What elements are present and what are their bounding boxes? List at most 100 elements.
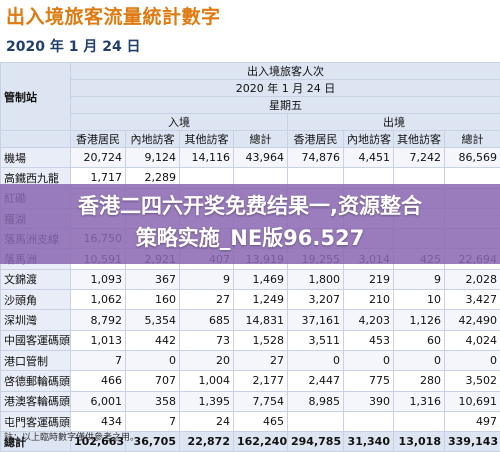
- cell-value: 0: [394, 350, 445, 370]
- cell-value: 73: [180, 330, 234, 350]
- cell-value: 3,502: [445, 371, 500, 391]
- cell-value: 0: [126, 350, 180, 370]
- column-header: 其他訪客: [180, 131, 234, 148]
- cell-value: 219: [344, 269, 394, 289]
- cell-value: 1,004: [180, 371, 234, 391]
- cell-value: 453: [344, 330, 394, 350]
- arrival-header: 入境: [71, 114, 288, 131]
- column-header: 其他訪客: [394, 131, 445, 148]
- table-header-date: 2020 年 1 月 24 日: [71, 80, 500, 97]
- cell-value: 1,800: [288, 269, 344, 289]
- cell-value: 685: [180, 310, 234, 330]
- column-header: 總計: [445, 131, 500, 148]
- cell-value: 4,451: [344, 148, 394, 168]
- checkpoint-name: 中國客運碼頭: [1, 330, 71, 350]
- column-header: 香港居民: [288, 131, 344, 148]
- cell-value: 14,116: [180, 148, 234, 168]
- cell-value: 0: [445, 350, 500, 370]
- promo-banner-overlay[interactable]: 香港二四六开奖免费结果一,资源整合 策略实施_NE版96.527: [0, 184, 500, 264]
- cell-value: 74,876: [288, 148, 344, 168]
- checkpoint-header: 管制站: [1, 63, 71, 131]
- cell-value: 434: [71, 411, 126, 431]
- cell-value: 27: [180, 290, 234, 310]
- cell-value: 497: [445, 411, 500, 431]
- cell-value: 6,001: [71, 391, 126, 411]
- table-header-title: 出入境旅客人次: [71, 63, 500, 80]
- cell-value: 27: [234, 350, 288, 370]
- cell-value: [288, 411, 344, 431]
- cell-value: 465: [234, 411, 288, 431]
- cell-value: 5,354: [126, 310, 180, 330]
- checkpoint-name: 沙頭角: [1, 290, 71, 310]
- cell-value: 466: [71, 371, 126, 391]
- cell-value: 20,724: [71, 148, 126, 168]
- checkpoint-name: 機場: [1, 148, 71, 168]
- cell-value: 7: [71, 350, 126, 370]
- cell-value: 8,985: [288, 391, 344, 411]
- cell-value: [344, 411, 394, 431]
- cell-value: 20: [180, 350, 234, 370]
- banner-line-1: 香港二四六开奖免费结果一,资源整合: [0, 190, 500, 222]
- cell-value: 8,792: [71, 310, 126, 330]
- cell-value: 14,831: [234, 310, 288, 330]
- cell-value: 86,569: [445, 148, 500, 168]
- departure-header: 出境: [288, 114, 500, 131]
- cell-value: 24: [180, 411, 234, 431]
- cell-value: 0: [344, 350, 394, 370]
- cell-value: 210: [344, 290, 394, 310]
- table-header-weekday: 星期五: [71, 97, 500, 114]
- cell-value: 2,028: [445, 269, 500, 289]
- banner-line-2: 策略实施_NE版96.527: [0, 222, 500, 254]
- cell-value: 1,528: [234, 330, 288, 350]
- cell-value: 1,126: [394, 310, 445, 330]
- checkpoint-name: 港口管制: [1, 350, 71, 370]
- cell-value: 1,249: [234, 290, 288, 310]
- cell-value: 2,177: [234, 371, 288, 391]
- cell-value: 7: [126, 411, 180, 431]
- cell-value: [394, 411, 445, 431]
- checkpoint-name: 深圳灣: [1, 310, 71, 330]
- cell-value: 1,395: [180, 391, 234, 411]
- cell-value: 3,511: [288, 330, 344, 350]
- checkpoint-name: 港澳客輪碼頭: [1, 391, 71, 411]
- page-title: 出入境旅客流量統計數字: [6, 2, 221, 29]
- cell-value: 1,469: [234, 269, 288, 289]
- cell-value: 280: [394, 371, 445, 391]
- cell-value: 390: [344, 391, 394, 411]
- cell-value: 1,013: [71, 330, 126, 350]
- cell-value: 9,124: [126, 148, 180, 168]
- cell-value: 442: [126, 330, 180, 350]
- cell-value: 10: [394, 290, 445, 310]
- cell-value: 10,691: [445, 391, 500, 411]
- cell-value: 2,447: [288, 371, 344, 391]
- cell-value: 60: [394, 330, 445, 350]
- cell-value: 9: [394, 269, 445, 289]
- checkpoint-name: 啓德郵輪碼頭: [1, 371, 71, 391]
- column-header: 香港居民: [71, 131, 126, 148]
- cell-value: 1,316: [394, 391, 445, 411]
- column-header: 內地訪客: [344, 131, 394, 148]
- cell-value: 43,964: [234, 148, 288, 168]
- cell-value: 7,754: [234, 391, 288, 411]
- checkpoint-name: 屯門客運碼頭: [1, 411, 71, 431]
- cell-value: 367: [126, 269, 180, 289]
- cell-value: 3,427: [445, 290, 500, 310]
- cell-value: 37,161: [288, 310, 344, 330]
- cell-value: 4,024: [445, 330, 500, 350]
- cell-value: 9: [180, 269, 234, 289]
- cell-value: 358: [126, 391, 180, 411]
- cell-value: 160: [126, 290, 180, 310]
- page-date: 2020 年 1 月 24 日: [6, 36, 141, 56]
- cell-value: 775: [344, 371, 394, 391]
- cell-value: 7,242: [394, 148, 445, 168]
- cell-value: 1,062: [71, 290, 126, 310]
- cell-value: 42,490: [445, 310, 500, 330]
- cell-value: 3,207: [288, 290, 344, 310]
